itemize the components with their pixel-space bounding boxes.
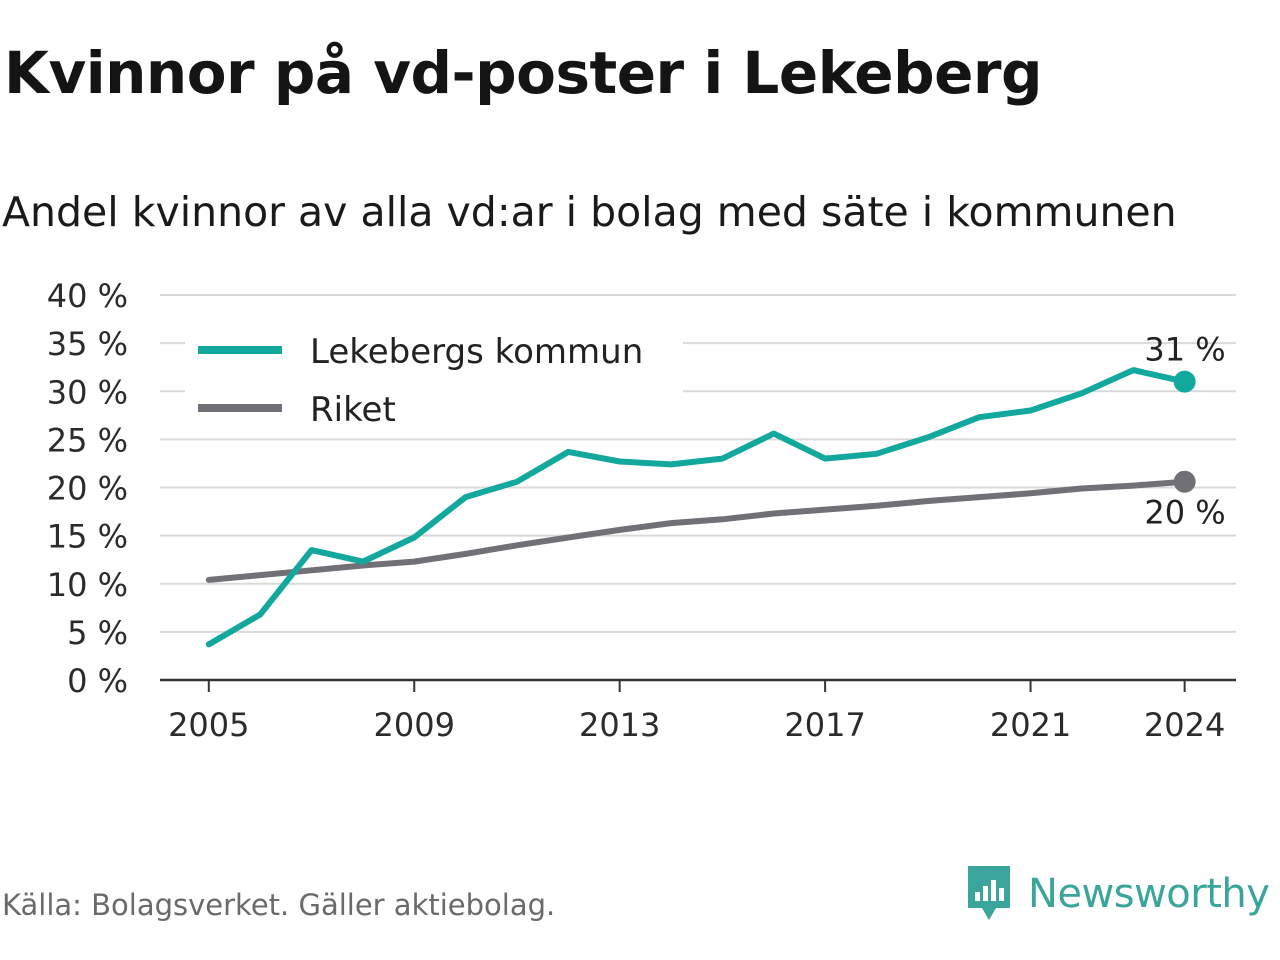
x-tick-label: 2013 <box>579 706 660 744</box>
x-tick-label: 2024 <box>1144 706 1225 744</box>
y-tick-label: 15 % <box>47 518 128 556</box>
y-tick-label: 20 % <box>47 470 128 508</box>
end-label-riket: 20 % <box>1144 494 1225 532</box>
legend-label-lekeberg: Lekebergs kommun <box>310 332 643 372</box>
x-tick-label: 2005 <box>168 706 249 744</box>
series-group: 31 % 20 % <box>205 331 1226 648</box>
y-tick-label: 10 % <box>47 566 128 604</box>
newsworthy-logo-icon <box>968 866 1010 920</box>
series-line-lekeberg <box>205 367 1188 648</box>
brand-logo: Newsworthy <box>964 864 1270 924</box>
y-tick-label: 0 % <box>67 662 128 700</box>
y-tick-label: 35 % <box>47 325 128 363</box>
series-line-riket-end-point <box>1173 470 1196 493</box>
brand-name: Newsworthy <box>1028 871 1270 917</box>
series-line-riket <box>205 478 1188 583</box>
axes: 0 % 5 % 10 % 15 % 20 % 25 % 30 % 35 % 40 % 2005 20… <box>47 277 1236 744</box>
legend-background <box>185 322 683 438</box>
x-tick-label: 2017 <box>784 706 865 744</box>
x-tick-label: 2021 <box>990 706 1071 744</box>
series-line-lekeberg-end-point <box>1173 370 1196 393</box>
chart-subtitle: Andel kvinnor av alla vd:ar i bolag med … <box>2 188 1177 236</box>
y-tick-label: 25 % <box>47 421 128 459</box>
source-note: Källa: Bolagsverket. Gäller aktiebolag. <box>2 888 556 922</box>
page-title: Kvinnor på vd-poster i Lekeberg <box>4 39 1043 107</box>
y-tick-label: 5 % <box>67 614 128 652</box>
end-label-lekeberg: 31 % <box>1144 331 1225 369</box>
x-tick-label: 2009 <box>374 706 455 744</box>
y-tick-label: 40 % <box>47 277 128 315</box>
legend: Lekebergs kommun Riket <box>185 322 683 438</box>
legend-label-riket: Riket <box>310 390 396 430</box>
y-tick-label: 30 % <box>47 373 128 411</box>
